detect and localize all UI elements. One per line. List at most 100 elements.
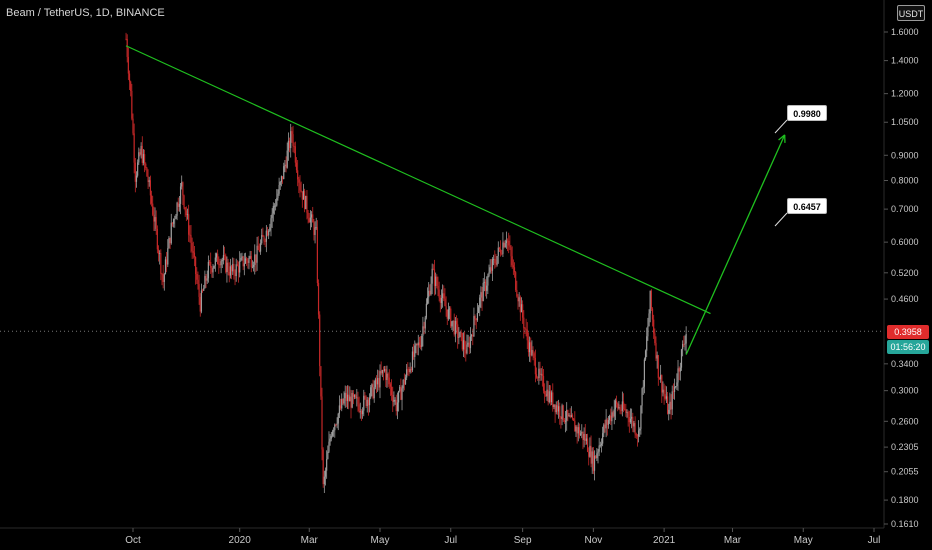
candle-body xyxy=(184,207,186,211)
candle-body xyxy=(602,433,604,444)
candle-body xyxy=(342,398,344,404)
candle-body xyxy=(573,418,575,421)
y-tick-label: 0.5200 xyxy=(891,268,919,278)
candle-body xyxy=(655,343,657,359)
candle-body xyxy=(429,290,431,295)
candle-body xyxy=(678,368,680,372)
candle-body xyxy=(460,332,462,333)
candle-body xyxy=(292,134,294,147)
candle-body xyxy=(658,377,661,380)
candle-body xyxy=(669,401,671,410)
candle-body xyxy=(542,375,545,391)
candle-body xyxy=(294,146,296,163)
candle-body xyxy=(629,418,632,423)
target-high-callout[interactable]: 0.9980 xyxy=(787,105,827,121)
candle-body xyxy=(360,411,363,415)
candle-body xyxy=(253,264,255,267)
candle-body xyxy=(406,369,408,378)
price-axis[interactable]: 1.6000 1.4000 1.2000 1.0500 0.9000 0.8000 0.70… xyxy=(884,27,919,529)
candle-body xyxy=(684,343,686,345)
candle-body xyxy=(381,369,383,374)
candle-body xyxy=(600,443,603,446)
candle-body xyxy=(443,293,445,299)
candle-body xyxy=(400,386,402,400)
candle-body xyxy=(409,368,411,373)
candle-body xyxy=(424,317,426,329)
candle-body xyxy=(138,152,140,163)
candle-body xyxy=(204,276,206,289)
candle-body xyxy=(517,296,519,302)
candle-body xyxy=(510,247,512,257)
candle-body xyxy=(685,333,687,344)
candle-body xyxy=(557,406,560,412)
candle-body xyxy=(348,394,350,402)
candle-body xyxy=(278,185,280,194)
candle-body xyxy=(654,333,656,344)
candle-body xyxy=(333,430,335,432)
candle-body xyxy=(404,377,407,385)
bar-countdown-label: 01:56:20 xyxy=(887,340,929,354)
candle-body xyxy=(273,205,276,207)
candle-body xyxy=(170,222,172,244)
candle-body xyxy=(501,253,503,255)
candle-body xyxy=(337,413,339,424)
candle-body xyxy=(270,218,272,228)
candle-body xyxy=(205,276,207,281)
candle-body xyxy=(552,392,554,408)
candle-body xyxy=(172,219,175,224)
candle-body xyxy=(462,340,465,350)
candle-body xyxy=(472,334,474,337)
y-tick-label: 0.6000 xyxy=(891,237,919,247)
time-axis[interactable]: Oct 2020 Mar May Jul Sep Nov 2021 Mar May Jul xyxy=(125,528,880,546)
candle-body xyxy=(326,459,328,471)
candle-body xyxy=(263,236,265,242)
candle-body xyxy=(468,342,470,349)
candle-body xyxy=(235,264,237,277)
candle-body xyxy=(214,257,216,266)
candle-body xyxy=(382,369,385,371)
candle-body xyxy=(586,438,589,452)
candle-body xyxy=(157,249,160,255)
candle-body xyxy=(175,215,177,219)
candle-body xyxy=(154,217,156,222)
candle-body xyxy=(191,242,193,252)
y-tick-label: 0.2055 xyxy=(891,467,919,477)
candle-body xyxy=(365,396,367,407)
candle-body xyxy=(474,316,476,319)
candle-body xyxy=(566,409,568,421)
candle-body xyxy=(130,81,132,91)
candle-body xyxy=(473,316,475,337)
candle-body xyxy=(509,245,511,248)
candle-body xyxy=(675,386,677,387)
candle-body xyxy=(438,289,440,298)
candle-body xyxy=(298,179,300,183)
candle-body xyxy=(169,237,171,244)
candle-body xyxy=(532,350,534,354)
candle-body xyxy=(403,379,405,385)
x-tick-label: May xyxy=(794,535,813,546)
candle-body xyxy=(374,379,376,388)
candle-body xyxy=(494,259,496,264)
candle-body xyxy=(610,415,612,422)
candle-body xyxy=(230,266,233,272)
candle-body xyxy=(580,433,582,436)
candle-body xyxy=(179,186,182,204)
candle-body xyxy=(464,340,466,350)
candle-body xyxy=(554,404,556,413)
candle-body xyxy=(454,320,456,335)
candle-body xyxy=(140,145,142,155)
candle-body xyxy=(660,375,662,380)
candle-body xyxy=(248,258,250,263)
candle-body xyxy=(419,345,422,347)
candle-body xyxy=(366,399,368,407)
candle-body xyxy=(208,261,211,263)
candle-body xyxy=(433,269,436,286)
candle-body xyxy=(444,298,446,307)
candle-body xyxy=(257,245,259,251)
symbol-title[interactable]: Beam / TetherUS, 1D, BINANCE xyxy=(6,7,165,19)
target-mid-callout[interactable]: 0.6457 xyxy=(787,198,827,214)
currency-badge[interactable]: USDT xyxy=(897,5,925,21)
